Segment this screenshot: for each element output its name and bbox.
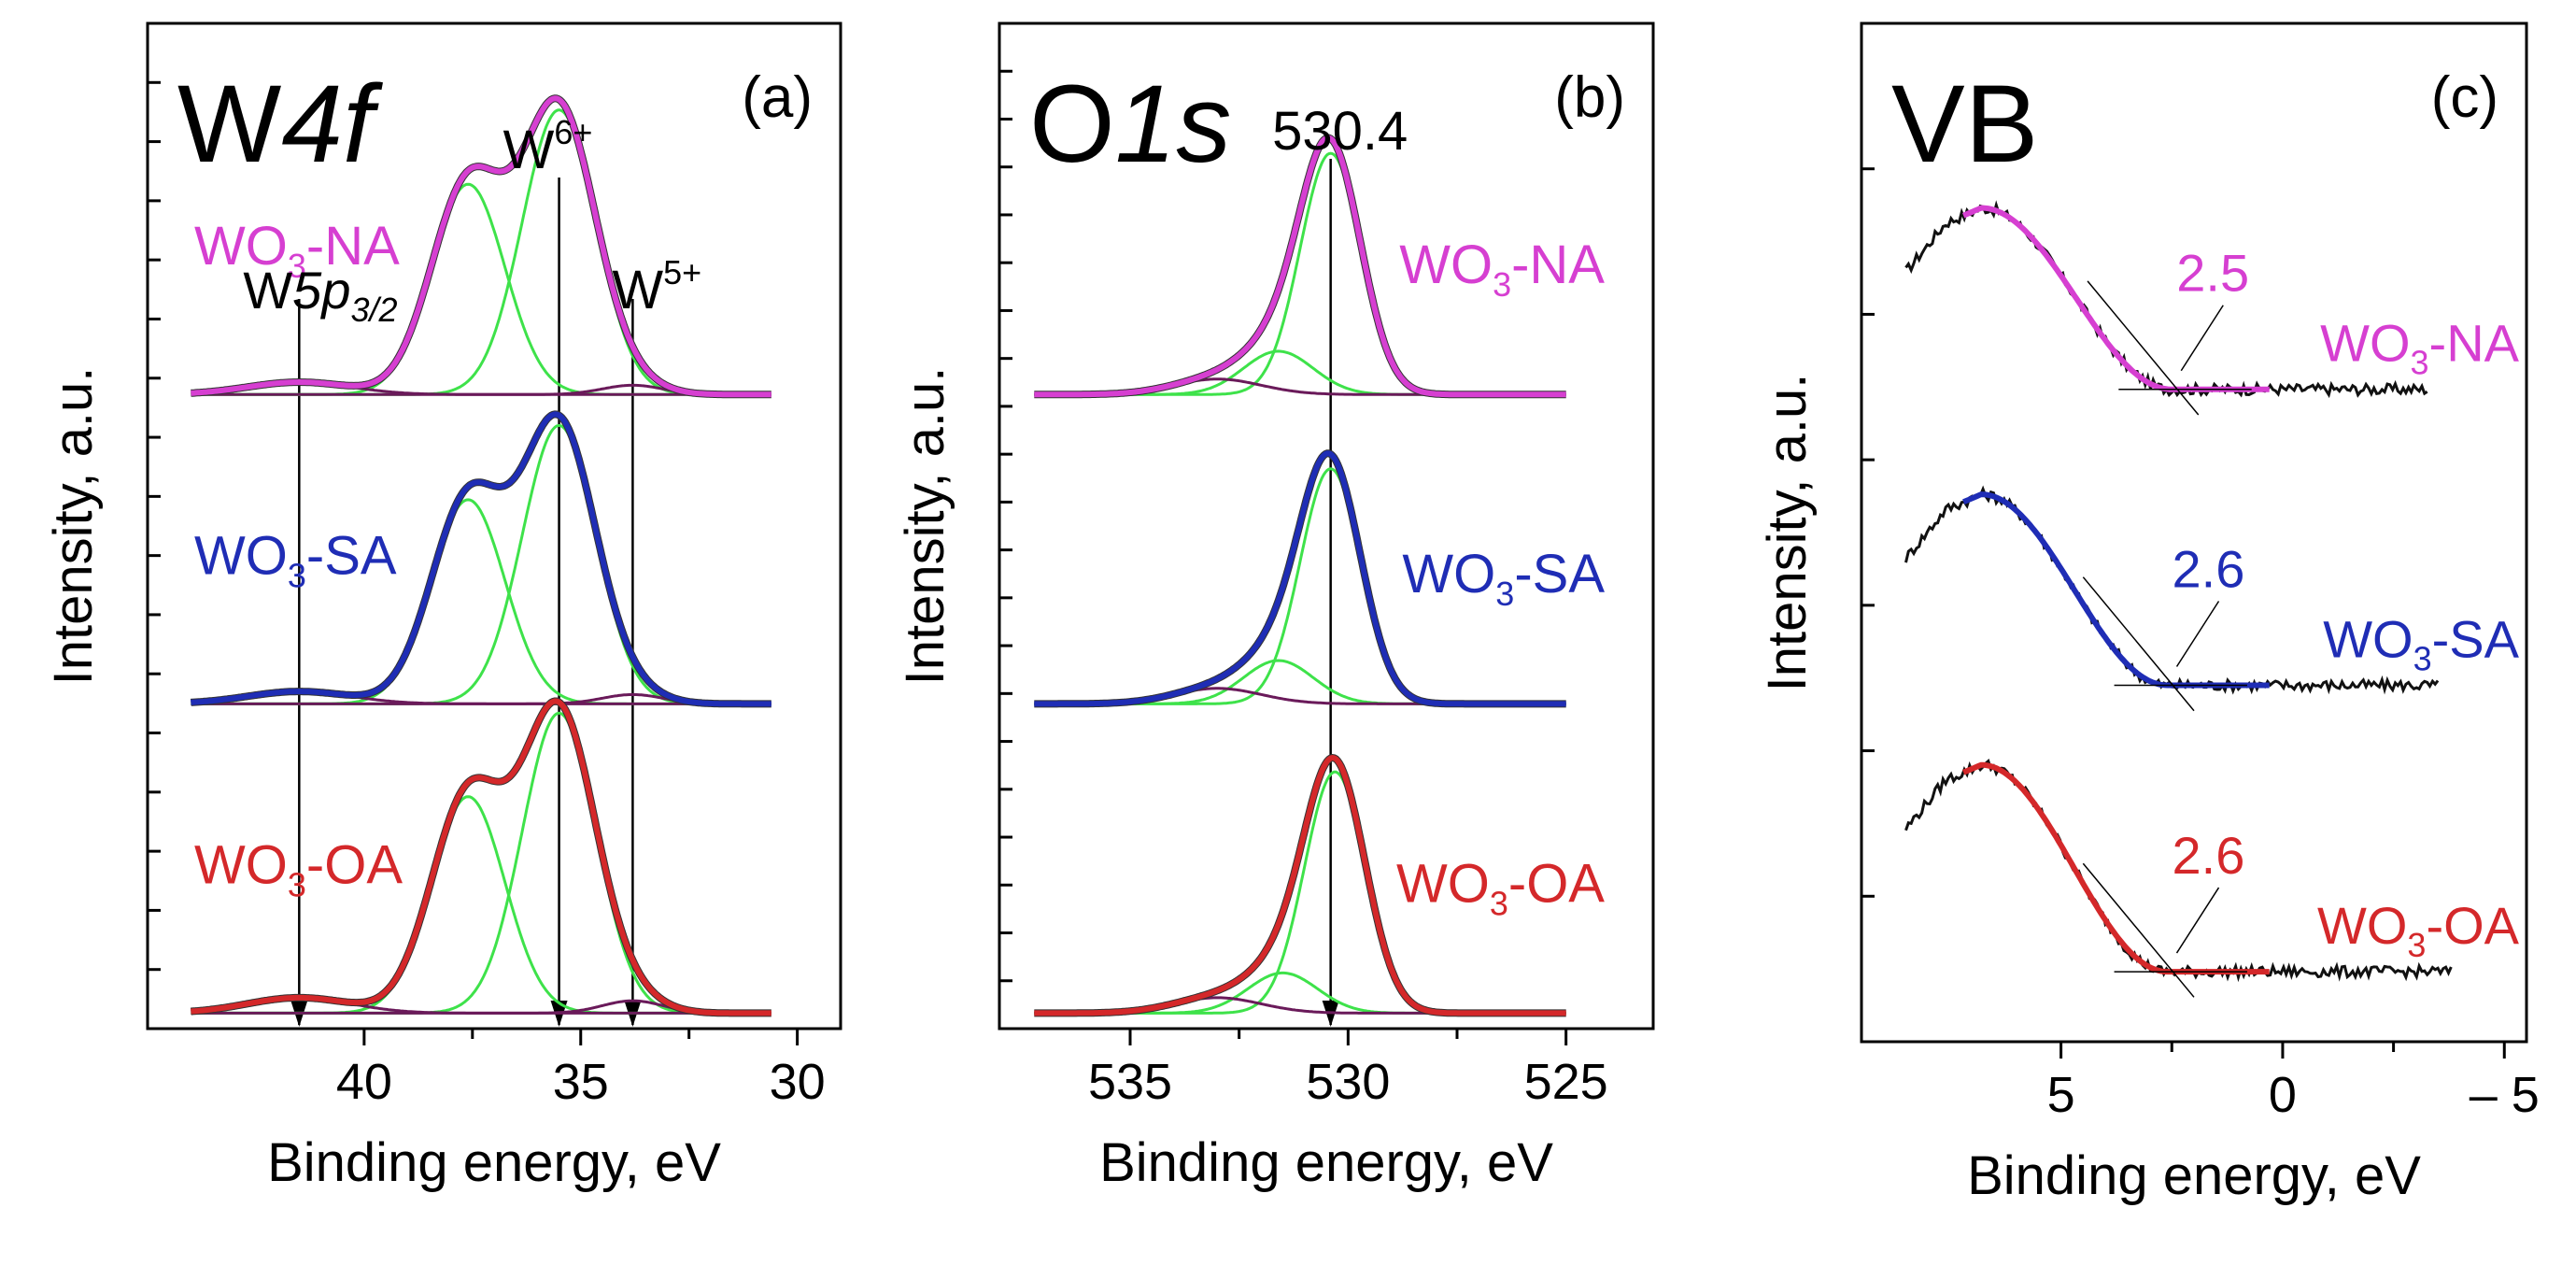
marker-label: W5p3/2 [243,261,397,329]
plot-frame [1860,21,2528,1044]
x-axis-label: Binding energy, eV [1967,1145,2421,1206]
fit-component [1034,971,1566,1015]
series-WO3-SA: WO3-SA [190,410,771,708]
panel-c: 5 0 – 5 Binding energy, eV Intensity, a.u. (c… [1757,21,2540,1206]
panel-label: (b) [1554,65,1625,130]
x-tick-label: 40 [336,1054,392,1110]
series-WO3-NA: 2.5 WO3-NA [1904,200,2520,416]
band-edge-value: 2.6 [2173,540,2245,599]
series-label: WO3-NA [2320,314,2520,382]
x-tick-label: 5 [2047,1067,2075,1123]
series-label: WO3-OA [1396,853,1605,922]
series-label: WO3-NA [194,216,400,285]
edge-pointer [2175,601,2220,667]
fit-envelope [1034,755,1566,1016]
x-tick-label: 525 [1524,1054,1608,1110]
y-axis-label: Intensity, a.u. [1757,374,1818,692]
series-label: WO3-SA [194,525,397,594]
fit-envelope [191,698,771,1016]
series-label: WO3-OA [2317,896,2520,964]
y-axis-label: Intensity, a.u. [895,367,955,686]
fit-envelope [1034,135,1566,398]
series-WO3-OA: WO3-OA [190,697,771,1017]
panel-label: (c) [2431,65,2498,130]
marker-label: W6+ [503,113,593,180]
series-label: WO3-SA [2323,610,2519,678]
series-WO3-NA: WO3-NA [1034,134,1605,399]
panel-label: (a) [742,65,813,130]
x-axis-label: Binding energy, eV [267,1132,721,1193]
panel-a: 40 35 30 Binding energy, eV Intensity, a.u. (… [43,21,842,1193]
panel-title: W4f [177,63,383,186]
edge-pointer [2175,887,2220,954]
series-WO3-SA: WO3-SA [1034,449,1605,708]
series-label: WO3-NA [1399,235,1605,304]
series-WO3-OA: 2.6 WO3-OA [1904,758,2520,998]
series-label: WO3-OA [194,834,403,903]
series-label: WO3-SA [1402,544,1605,613]
x-tick-label: 0 [2269,1067,2297,1123]
fit-envelope [1034,450,1566,707]
fit-envelope [191,411,771,707]
marker-label: 530.4 [1272,101,1408,162]
series-WO3-OA: WO3-OA [1034,754,1605,1017]
panel-title: VB [1891,63,2038,186]
fit-envelope [191,95,771,398]
edge-tangent [2082,862,2195,998]
plot-frame [146,21,842,1030]
x-tick-label: 35 [553,1054,609,1110]
x-tick-label: 535 [1088,1054,1172,1110]
x-axis-label: Binding energy, eV [1099,1132,1553,1193]
x-tick-label: – 5 [2470,1067,2540,1123]
marker-label: W5+ [612,253,701,320]
fit-component [1034,659,1566,705]
panel-title: O1s [1029,63,1231,186]
y-axis-label: Intensity, a.u. [43,367,104,686]
edge-tangent [2082,576,2195,712]
figure-panels: 40 35 30 Binding energy, eV Intensity, a.u. (… [43,21,2540,1206]
edge-pointer [2180,305,2224,372]
panel-b: 535 530 525 Binding energy, eV Intensity, a.… [895,21,1655,1193]
edge-tangent [2087,280,2200,416]
x-tick-label: 30 [770,1054,826,1110]
band-edge-value: 2.5 [2176,244,2249,303]
series-WO3-SA: 2.6 WO3-SA [1904,485,2520,712]
band-edge-value: 2.6 [2173,826,2245,885]
plot-frame [998,21,1655,1030]
series-WO3-NA: WO3-NA [191,94,771,399]
fit-component [1034,349,1566,396]
x-tick-label: 530 [1306,1054,1390,1110]
